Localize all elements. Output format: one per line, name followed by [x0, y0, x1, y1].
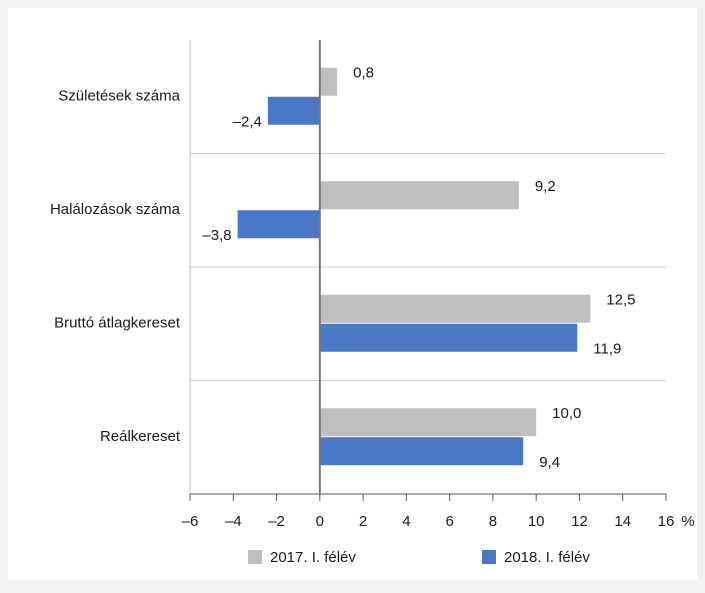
value-label: –2,4 — [233, 114, 262, 131]
legend-label: 2017. I. félév — [270, 549, 356, 566]
bar — [319, 437, 524, 466]
legend-swatch — [482, 550, 496, 564]
value-label: –3,8 — [202, 227, 231, 244]
category-label: Születések száma — [58, 88, 180, 105]
x-tick-label: 14 — [614, 513, 631, 530]
bar — [319, 408, 537, 437]
value-label: 9,2 — [535, 178, 556, 195]
legend-label: 2018. I. félév — [504, 549, 590, 566]
bar — [319, 294, 591, 323]
x-unit: % — [681, 513, 694, 530]
category-label: Bruttó átlagkereset — [54, 315, 181, 332]
panel — [8, 8, 697, 580]
bar — [319, 67, 338, 96]
x-tick-label: –2 — [268, 513, 285, 530]
x-tick-label: 2 — [359, 513, 367, 530]
x-tick-label: 4 — [402, 513, 410, 530]
category-label: Reálkereset — [100, 428, 181, 445]
x-tick-label: 12 — [571, 513, 588, 530]
bar — [319, 181, 519, 210]
value-label: 12,5 — [606, 292, 635, 309]
x-tick-label: 8 — [489, 513, 497, 530]
x-tick-label: –4 — [225, 513, 242, 530]
value-label: 11,9 — [593, 341, 621, 358]
x-tick-label: 0 — [316, 513, 324, 530]
legend-swatch — [248, 550, 262, 564]
x-tick-label: 6 — [445, 513, 453, 530]
bar — [237, 210, 320, 239]
bar — [319, 323, 578, 352]
category-label: Halálozások száma — [50, 201, 181, 218]
value-label: 10,0 — [552, 405, 581, 422]
x-tick-label: 16 — [658, 513, 675, 530]
bar — [267, 96, 320, 125]
value-label: 0,8 — [353, 65, 374, 82]
x-tick-label: 10 — [528, 513, 545, 530]
value-label: 9,4 — [539, 454, 560, 471]
x-tick-label: –6 — [182, 513, 199, 530]
